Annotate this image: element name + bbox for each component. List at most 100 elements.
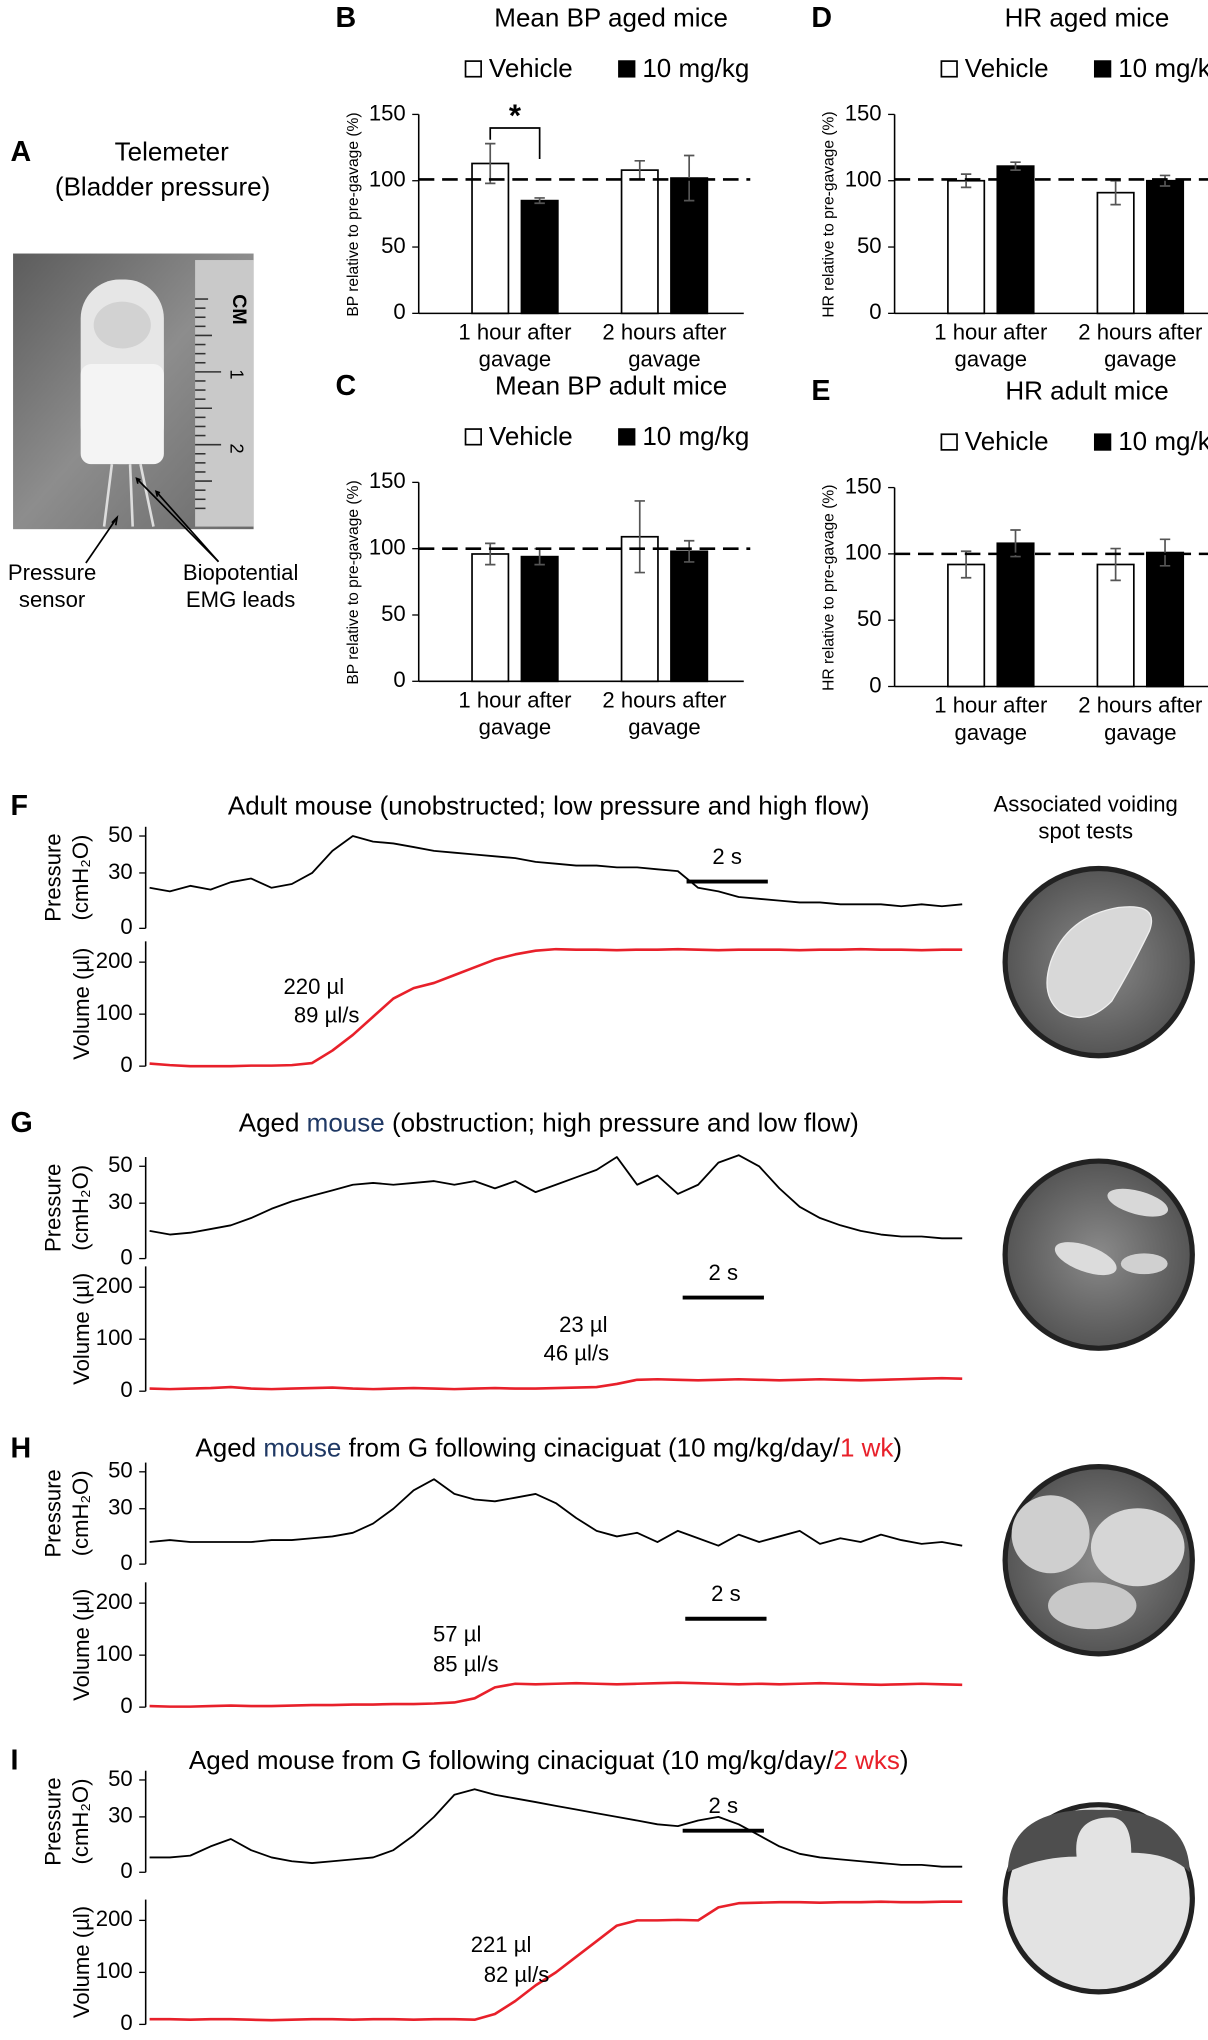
y-tick-label: 100 — [96, 1958, 133, 1983]
bar — [620, 169, 659, 315]
annotation: 46 µl/s — [544, 1341, 610, 1366]
y-tick-label: 100 — [845, 540, 882, 565]
error-bar — [485, 142, 496, 185]
y-tick-label: 150 — [845, 473, 882, 498]
y-tick-label: 0 — [393, 299, 405, 324]
y-axis-label: Volume (µl) — [69, 1273, 94, 1385]
x-tick-label-box: 2 hours after gavage — [602, 688, 726, 740]
chart-title: Adult mouse (unobstructed; low pressure … — [228, 790, 870, 820]
y-tick-label: 0 — [120, 2010, 132, 2035]
y-axis-label: Volume (µl) — [69, 1906, 94, 2018]
callout-label: Biopotential EMG leads — [182, 560, 299, 613]
chart-title: Aged mouse from G following cinaciguat (… — [195, 1433, 902, 1463]
y-tick-label: 0 — [120, 1052, 132, 1077]
y-axis-label: HR relative to pre-gavage (%) — [821, 111, 838, 317]
y-tick-label: 100 — [96, 1325, 133, 1350]
panel-letter: I — [10, 1744, 18, 1776]
dish-background — [1007, 1809, 1190, 1873]
spot-test-title: Associated voiding spot tests — [993, 791, 1178, 845]
ruler-label: CM — [228, 294, 250, 324]
y-tick-label: 30 — [108, 1189, 133, 1214]
legend-label: Vehicle — [489, 53, 573, 83]
y-axis-label: Pressure — [41, 833, 66, 921]
y-axis-label: Volume (µl) — [69, 1589, 94, 1701]
void-spot — [1048, 1582, 1137, 1630]
x-tick-label-box: 2 hours after gavage — [602, 320, 726, 372]
bar — [520, 199, 559, 315]
legend-label: Vehicle — [489, 421, 573, 451]
void-spot — [1054, 1242, 1117, 1276]
chart-title: HR aged mice — [1005, 2, 1170, 32]
y-tick-label: 0 — [120, 914, 132, 939]
y-axis-label: Pressure — [41, 1164, 66, 1252]
void-spot — [1107, 1188, 1169, 1217]
y-tick-label: 0 — [120, 1550, 132, 1575]
error-bar — [683, 539, 695, 563]
y-axis-label: Pressure — [41, 1777, 66, 1865]
void-spot — [1011, 1495, 1090, 1574]
y-axis-label: (cmH₂O) — [68, 835, 93, 921]
legend-swatch — [618, 60, 636, 78]
y-tick-label: 0 — [120, 1377, 132, 1402]
y-tick-label: 30 — [108, 859, 133, 884]
x-tick-label-box: 1 hour after gavage — [934, 320, 1047, 372]
significance-label: * — [509, 98, 522, 133]
callout-label-box: Pressure sensor — [8, 560, 96, 612]
error-bar — [1159, 538, 1171, 567]
panel-letter: D — [811, 2, 832, 34]
annotation: 89 µl/s — [294, 1003, 360, 1028]
panel-letter: F — [10, 790, 27, 822]
void-spot — [1090, 1508, 1185, 1587]
volume-trace — [149, 1376, 963, 1391]
y-tick-label: 50 — [381, 233, 406, 258]
leads — [102, 463, 155, 527]
annotation: 220 µl — [284, 974, 345, 999]
chart-title: Mean BP aged mice — [494, 2, 728, 32]
y-axis-label: Pressure — [41, 1469, 66, 1557]
y-tick-label: 100 — [845, 167, 882, 192]
title-segment: (obstruction; high pressure and low flow… — [385, 1108, 859, 1138]
annotation: 57 µl — [433, 1621, 481, 1646]
bar — [1096, 563, 1135, 688]
error-bar — [534, 197, 545, 205]
y-tick-label: 50 — [108, 1152, 133, 1177]
y-tick-label: 200 — [96, 1906, 133, 1931]
volume-trace — [149, 947, 963, 1068]
legend-label: 10 mg/kg — [1118, 53, 1208, 83]
bar — [520, 555, 559, 683]
title-segment: ) — [893, 1433, 902, 1463]
title-segment: mouse — [263, 1433, 341, 1463]
title-segment: 1 wk — [840, 1433, 894, 1463]
volume-trace — [149, 1681, 963, 1708]
y-tick-label: 150 — [369, 100, 406, 125]
y-tick-label: 0 — [393, 667, 405, 692]
callout-label-box: Biopotential EMG leads — [182, 560, 299, 613]
void-spot — [1120, 1253, 1168, 1275]
error-bar — [634, 500, 645, 574]
x-tick-label-box: 1 hour after gavage — [458, 319, 572, 373]
title-segment: mouse — [307, 1108, 385, 1138]
x-tick-label-box: 2 hours after gavage — [1078, 693, 1202, 745]
x-tick-label: 1 hour after gavage — [934, 693, 1048, 746]
bar — [996, 542, 1035, 688]
chart-title: HR adult mice — [1005, 376, 1168, 406]
pressure-trace — [149, 1788, 963, 1868]
legend-label: 10 mg/kg — [1118, 426, 1208, 456]
y-tick-label: 150 — [845, 100, 882, 125]
error-bar — [1010, 529, 1021, 558]
y-tick-label: 100 — [369, 535, 406, 560]
y-tick-label: 0 — [120, 1693, 132, 1718]
y-axis-label: HR relative to pre-gavage (%) — [821, 485, 838, 691]
x-tick-label: 1 hour after gavage — [458, 319, 572, 373]
y-tick-label: 30 — [108, 1495, 133, 1520]
telemeter-body — [80, 364, 164, 465]
legend-label: 10 mg/kg — [642, 53, 749, 83]
legend-swatch — [1093, 60, 1112, 78]
legend-swatch — [464, 428, 482, 446]
ruler-ticks — [195, 298, 222, 510]
bar — [947, 179, 986, 315]
legend-label: Vehicle — [965, 426, 1049, 456]
annotation: 221 µl — [471, 1932, 532, 1957]
legend-swatch — [464, 60, 482, 78]
